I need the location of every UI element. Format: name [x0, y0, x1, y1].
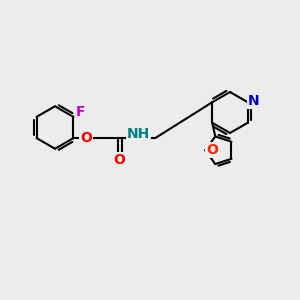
Text: O: O	[80, 131, 92, 145]
Text: F: F	[76, 105, 85, 119]
Text: NH: NH	[127, 127, 150, 141]
Text: O: O	[206, 143, 218, 157]
Text: N: N	[248, 94, 260, 108]
Text: O: O	[114, 153, 126, 167]
